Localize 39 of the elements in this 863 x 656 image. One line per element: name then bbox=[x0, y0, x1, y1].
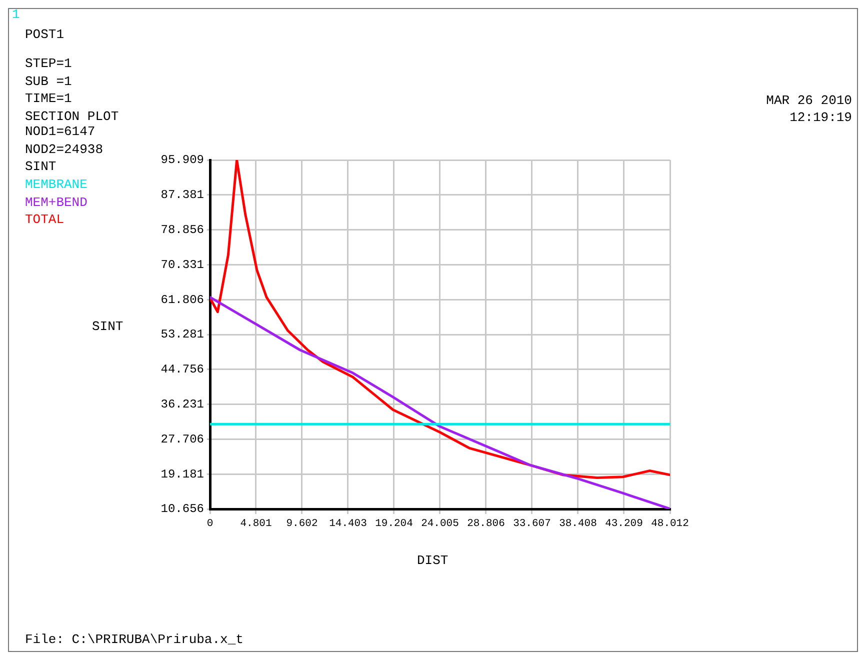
x-tick-label: 33.607 bbox=[513, 518, 551, 530]
text: MAR 26 2010 bbox=[766, 92, 852, 109]
y-axis-title: SINT bbox=[92, 318, 124, 335]
text: 12:19:19 bbox=[790, 109, 852, 126]
x-tick-label: 38.408 bbox=[559, 518, 597, 530]
x-tick-label: 48.012 bbox=[651, 518, 689, 530]
y-tick-label: 10.656 bbox=[160, 502, 204, 516]
x-tick-label: 28.806 bbox=[467, 518, 505, 530]
y-tick-label: 87.381 bbox=[160, 188, 204, 202]
text: SUB =1 bbox=[25, 72, 72, 90]
x-tick-label: 19.204 bbox=[375, 518, 413, 530]
x-tick-label: 4.801 bbox=[240, 518, 272, 530]
y-tick-label: 19.181 bbox=[160, 467, 204, 482]
y-tick-label: 61.806 bbox=[160, 292, 204, 307]
text: MEM+BEND bbox=[25, 194, 88, 210]
text: SINT bbox=[25, 158, 56, 175]
y-tick-label: 36.231 bbox=[160, 397, 204, 412]
text: TIME=1 bbox=[25, 90, 72, 107]
text: STEP=1 bbox=[25, 55, 72, 72]
y-tick-label: 70.331 bbox=[160, 258, 204, 272]
x-tick-label: 14.403 bbox=[329, 518, 367, 530]
x-tick-label: 9.602 bbox=[286, 518, 318, 530]
x-tick-label: 43.209 bbox=[605, 518, 643, 530]
text: POST1 bbox=[25, 26, 64, 43]
x-tick-label: 0 bbox=[206, 518, 214, 530]
text: SECTION PLOT bbox=[25, 108, 119, 124]
text: File: C:\PRIRUBA\Priruba.x_t bbox=[25, 631, 244, 648]
text: NOD1=6147 bbox=[25, 123, 96, 140]
x-tick-label: 24.005 bbox=[421, 518, 459, 530]
text: TOTAL bbox=[25, 211, 64, 228]
text: NOD2=24938 bbox=[25, 140, 104, 158]
y-tick-label: 27.706 bbox=[160, 432, 204, 446]
x-axis-title: DIST bbox=[417, 552, 448, 569]
y-tick-label: 78.856 bbox=[160, 222, 204, 237]
y-tick-label: 44.756 bbox=[160, 362, 204, 377]
text: MEMBRANE bbox=[25, 176, 88, 193]
y-tick-label: 53.281 bbox=[160, 328, 204, 342]
text: 1 bbox=[12, 6, 20, 23]
y-tick-label: 95.909 bbox=[160, 153, 204, 168]
